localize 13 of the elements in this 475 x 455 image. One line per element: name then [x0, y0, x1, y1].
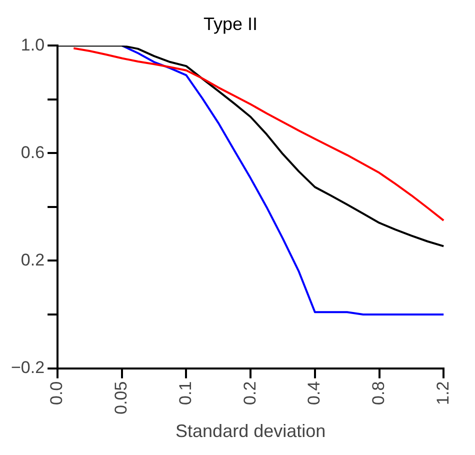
x-tick-label: 1.2: [433, 381, 452, 405]
x-tick-label: 0.1: [176, 381, 195, 405]
x-tick-label: 0.8: [368, 381, 388, 405]
x-tick-label: 0.05: [112, 381, 131, 414]
y-tick-label: −0.2: [11, 358, 45, 377]
x-tick-label: 0.0: [47, 381, 66, 405]
chart-title: Type II: [203, 14, 258, 34]
x-tick-label: 0.4: [304, 381, 324, 405]
x-tick-label: 0.2: [240, 381, 260, 405]
y-tick-label: 0.6: [20, 142, 45, 162]
y-tick-label: 0.2: [20, 250, 45, 270]
y-tick-label: 1.0: [20, 35, 45, 54]
x-axis-title: Standard deviation: [176, 421, 326, 442]
